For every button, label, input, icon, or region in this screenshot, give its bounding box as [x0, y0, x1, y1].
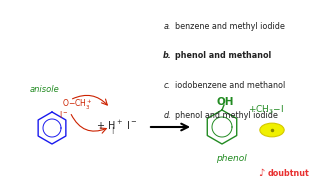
- Text: ♪: ♪: [258, 168, 264, 178]
- Text: OH: OH: [216, 97, 234, 107]
- Text: phenol: phenol: [216, 154, 247, 163]
- Text: phenol and methyl iodide: phenol and methyl iodide: [175, 111, 278, 120]
- Text: $\mathregular{O{-}CH_3^+}$: $\mathregular{O{-}CH_3^+}$: [62, 98, 92, 112]
- Text: $\mathregular{+ CH_3{-}I}$: $\mathregular{+ CH_3{-}I}$: [248, 104, 284, 116]
- Text: a.: a.: [163, 22, 171, 31]
- Text: d.: d.: [163, 111, 171, 120]
- Text: c.: c.: [163, 81, 170, 90]
- Text: iodobenzene and methanol: iodobenzene and methanol: [175, 81, 285, 90]
- Text: $\mathregular{+\ H^+_{\!\!\!|}\ I^-}$: $\mathregular{+\ H^+_{\!\!\!|}\ I^-}$: [96, 118, 138, 136]
- Text: $\mathregular{I^-}$: $\mathregular{I^-}$: [59, 109, 68, 120]
- Text: b.: b.: [163, 51, 172, 60]
- Text: anisole: anisole: [30, 86, 60, 94]
- Text: phenol and methanol: phenol and methanol: [175, 51, 271, 60]
- Circle shape: [260, 123, 284, 137]
- Text: benzene and methyl iodide: benzene and methyl iodide: [175, 22, 285, 31]
- Text: doubtnut: doubtnut: [268, 168, 310, 177]
